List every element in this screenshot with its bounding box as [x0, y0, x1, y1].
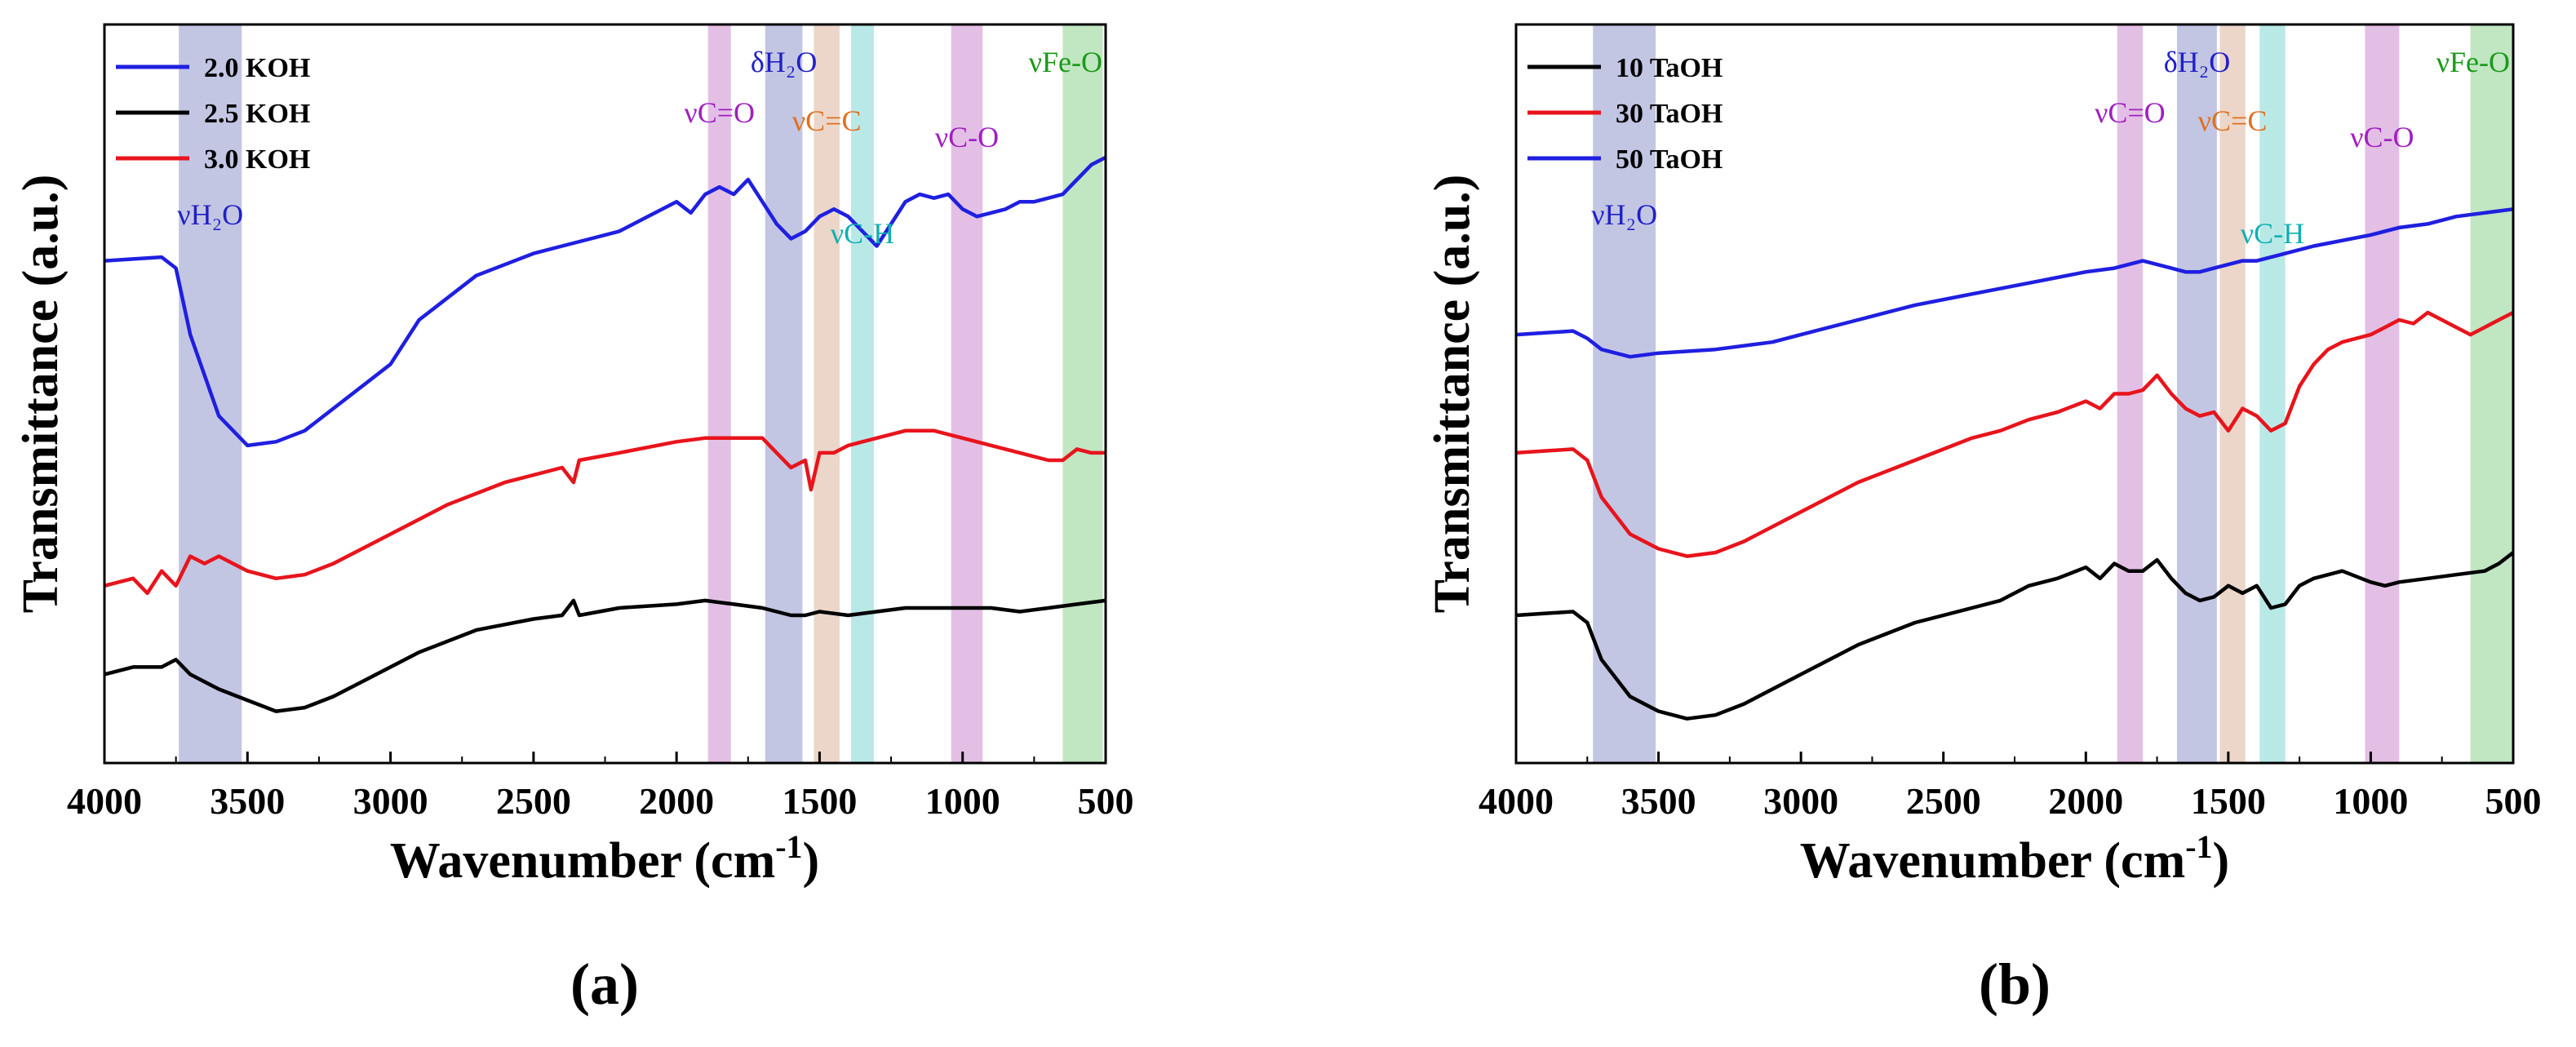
x-tick-label: 4000 [1479, 780, 1554, 822]
series-line-1 [1515, 310, 2515, 558]
x-axis-title: Wavenumber (cm-1) [390, 828, 819, 889]
band-label-3: νC=C [792, 104, 862, 137]
band-label-0: νH₂O [1591, 198, 1657, 231]
x-tick-label: 500 [1078, 780, 1134, 822]
panel-label: (a) [570, 952, 639, 1017]
series-line-2 [1515, 207, 2514, 359]
x-tick-label: 1000 [2333, 780, 2408, 822]
band-label-4: νC-H [2241, 217, 2304, 250]
legend-label: 50 TaOH [1616, 144, 1723, 175]
legend-label: 10 TaOH [1616, 53, 1723, 83]
x-tick-label: 3500 [1621, 780, 1696, 822]
band-label-3: νC=C [2198, 104, 2268, 137]
band-2 [2177, 24, 2217, 763]
series-line-0 [104, 155, 1107, 448]
band-1 [707, 24, 731, 763]
x-tick-label: 3000 [353, 780, 428, 822]
x-tick-label: 500 [2485, 780, 2542, 822]
x-tick-label: 3000 [1763, 780, 1838, 822]
chart-panel-b: νH₂O νC=O δH₂O νC=C νC-H νC-O νFe-O 4000 3500 300… [1425, 23, 2542, 1017]
x-tick-label: 4000 [67, 780, 142, 822]
band-label-4: νC-H [831, 217, 894, 250]
band-3 [2219, 24, 2246, 763]
x-tick-label: 1500 [2191, 780, 2266, 822]
band-label-0: νH₂O [177, 198, 243, 231]
band-label-1: νC=O [2095, 96, 2166, 129]
series-line-2 [104, 428, 1106, 596]
band-0 [1593, 24, 1656, 763]
x-tick-label: 2000 [2048, 780, 2123, 822]
band-4 [2259, 24, 2286, 763]
legend-label: 2.5 KOH [204, 99, 310, 129]
legend-label: 30 TaOH [1616, 99, 1723, 129]
band-label-6: νFe-O [1029, 46, 1102, 78]
x-tick-label: 1000 [925, 780, 1000, 822]
chart-panel-a: νH₂O νC=O δH₂O νC=C νC-H νC-O νFe-O 4000 3500 300… [13, 23, 1134, 1017]
band-label-2: δH₂O [751, 46, 818, 78]
band-label-6: νFe-O [2436, 46, 2510, 78]
x-tick-label: 2500 [1906, 780, 1981, 822]
x-tick-label: 2000 [639, 780, 714, 822]
x-tick-label: 1500 [782, 780, 857, 822]
band-label-5: νC-O [2350, 121, 2414, 153]
band-label-1: νC=O [684, 96, 755, 129]
band-4 [850, 24, 875, 763]
band-label-2: δH₂O [2164, 46, 2231, 78]
y-axis-title: Transmittance (a.u.) [1425, 175, 1480, 614]
series-line-1 [104, 598, 1106, 713]
band-3 [814, 24, 840, 763]
y-axis-title: Transmittance (a.u.) [13, 175, 69, 614]
legend-label: 3.0 KOH [204, 144, 310, 175]
band-2 [765, 24, 803, 763]
x-axis-title: Wavenumber (cm-1) [1800, 828, 2229, 889]
band-label-5: νC-O [935, 121, 999, 153]
band-6 [1062, 24, 1103, 763]
band-5 [951, 24, 983, 763]
band-5 [2365, 24, 2400, 763]
panel-label: (b) [1979, 952, 2051, 1017]
series-line-0 [1515, 551, 2515, 721]
band-6 [2470, 24, 2512, 763]
legend-label: 2.0 KOH [204, 53, 310, 83]
x-tick-label: 2500 [496, 780, 571, 822]
x-tick-label: 3500 [210, 780, 285, 822]
